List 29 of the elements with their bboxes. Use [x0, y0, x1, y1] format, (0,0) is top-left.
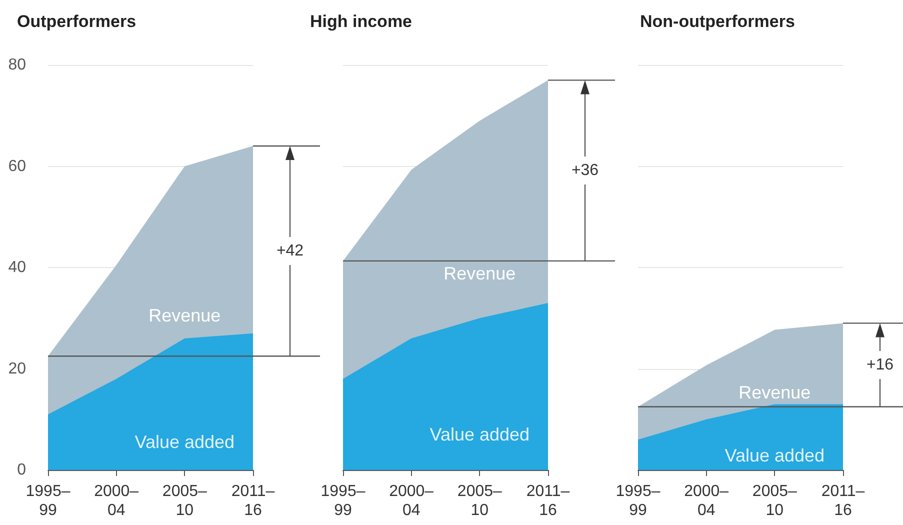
text: +42 [276, 242, 304, 260]
series-label: Value added [724, 445, 825, 466]
y-tick-label: 40 [8, 259, 26, 276]
x-tick-label: 1995–99 [26, 483, 70, 519]
x-tick-label: 2011–16 [821, 483, 865, 519]
y-tick-label: 20 [8, 360, 26, 378]
x-tick-label: 2000–04 [684, 483, 729, 519]
y-tick-label: 60 [8, 158, 26, 175]
text: +36 [571, 162, 599, 180]
x-tick-label: 2005–10 [752, 483, 798, 519]
x-tick-label: 1995–99 [320, 483, 366, 519]
y-tick-label: 80 [8, 56, 26, 74]
series-label: Value added [430, 424, 530, 445]
chart-title: Outperformers [17, 12, 136, 31]
chart-title: High income [310, 12, 412, 31]
x-tick-label: 1995–99 [616, 483, 660, 519]
series-label: Revenue [738, 382, 811, 402]
series-label: Revenue [444, 263, 516, 284]
series-label: Revenue [148, 306, 221, 326]
x-tick-label: 2000–04 [94, 483, 139, 519]
chart-title: Non-outperformers [640, 12, 795, 31]
x-tick-label: 2011–16 [526, 483, 570, 519]
series-label: Value added [134, 432, 235, 452]
x-tick-label: 2005–10 [162, 483, 208, 519]
x-tick-label: 2011–16 [231, 483, 275, 519]
y-tick-label: 0 [17, 462, 26, 478]
text: +16 [866, 356, 894, 374]
x-tick-label: 2005–10 [457, 483, 502, 519]
x-tick-label: 2000–04 [389, 483, 434, 519]
